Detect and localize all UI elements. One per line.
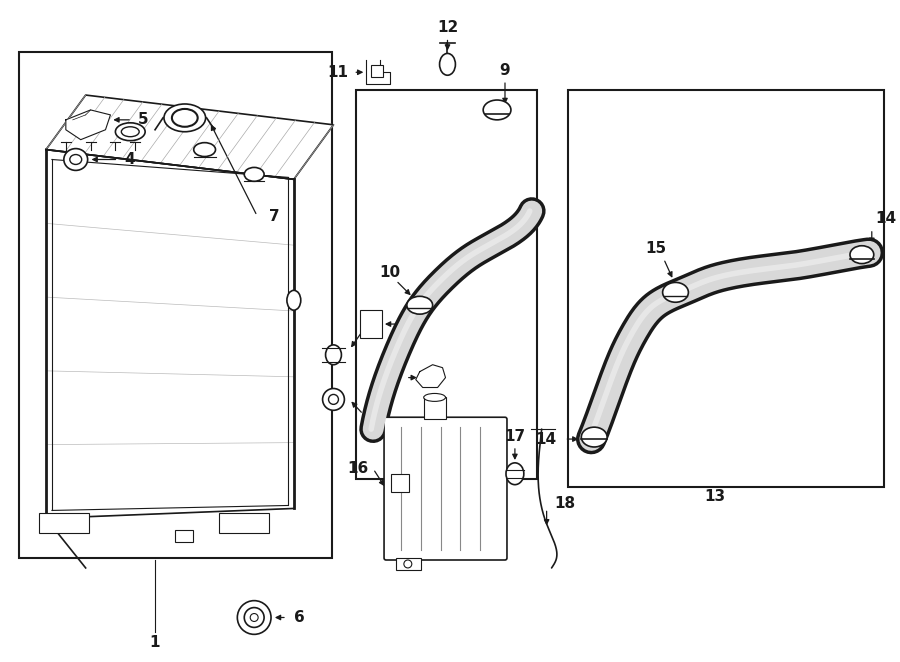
Bar xyxy=(220,514,269,533)
Polygon shape xyxy=(46,150,293,518)
Text: 17: 17 xyxy=(504,428,526,444)
Ellipse shape xyxy=(122,127,140,136)
Ellipse shape xyxy=(404,560,412,568)
Ellipse shape xyxy=(424,393,446,401)
Text: 1: 1 xyxy=(149,635,160,650)
Polygon shape xyxy=(366,60,390,84)
Text: 9: 9 xyxy=(403,316,413,332)
Ellipse shape xyxy=(244,167,264,181)
Ellipse shape xyxy=(287,291,301,310)
Text: 8: 8 xyxy=(412,479,423,494)
Polygon shape xyxy=(46,95,334,179)
Bar xyxy=(19,52,331,558)
Ellipse shape xyxy=(164,104,205,132)
FancyBboxPatch shape xyxy=(384,417,507,560)
Ellipse shape xyxy=(581,427,608,447)
Ellipse shape xyxy=(407,297,433,314)
Ellipse shape xyxy=(439,54,455,75)
Text: 5: 5 xyxy=(139,113,148,127)
Bar xyxy=(371,66,383,77)
Ellipse shape xyxy=(483,100,511,120)
Text: 4: 4 xyxy=(124,152,135,167)
Bar xyxy=(356,90,536,479)
Text: 10: 10 xyxy=(380,265,400,280)
Ellipse shape xyxy=(250,614,258,622)
Ellipse shape xyxy=(172,109,198,127)
Ellipse shape xyxy=(328,395,338,404)
Text: 15: 15 xyxy=(645,241,666,256)
Text: 9: 9 xyxy=(500,63,510,77)
Bar xyxy=(424,397,446,419)
Ellipse shape xyxy=(662,283,688,303)
Ellipse shape xyxy=(194,142,215,156)
Bar xyxy=(360,310,382,338)
Bar xyxy=(569,90,884,487)
Text: 12: 12 xyxy=(436,20,458,35)
Ellipse shape xyxy=(115,123,145,140)
Ellipse shape xyxy=(850,246,874,263)
Text: 19: 19 xyxy=(380,370,400,385)
Bar xyxy=(39,514,88,533)
Text: 14: 14 xyxy=(876,211,897,226)
Ellipse shape xyxy=(64,148,87,170)
Polygon shape xyxy=(416,365,446,387)
Text: 11: 11 xyxy=(328,65,348,79)
Bar xyxy=(175,530,193,542)
Text: 13: 13 xyxy=(705,489,725,504)
Ellipse shape xyxy=(326,345,341,365)
Bar xyxy=(391,474,409,492)
Ellipse shape xyxy=(70,154,82,164)
Ellipse shape xyxy=(244,608,264,628)
Ellipse shape xyxy=(238,600,271,634)
Text: 6: 6 xyxy=(293,610,304,625)
Text: 14: 14 xyxy=(536,432,556,447)
Text: 7: 7 xyxy=(269,209,280,224)
Text: 18: 18 xyxy=(554,496,576,511)
Text: 3: 3 xyxy=(370,408,381,424)
Ellipse shape xyxy=(506,463,524,485)
Polygon shape xyxy=(66,110,111,140)
Bar xyxy=(396,558,420,570)
Text: 16: 16 xyxy=(346,461,368,476)
Ellipse shape xyxy=(322,389,345,410)
Text: 2: 2 xyxy=(370,320,381,336)
